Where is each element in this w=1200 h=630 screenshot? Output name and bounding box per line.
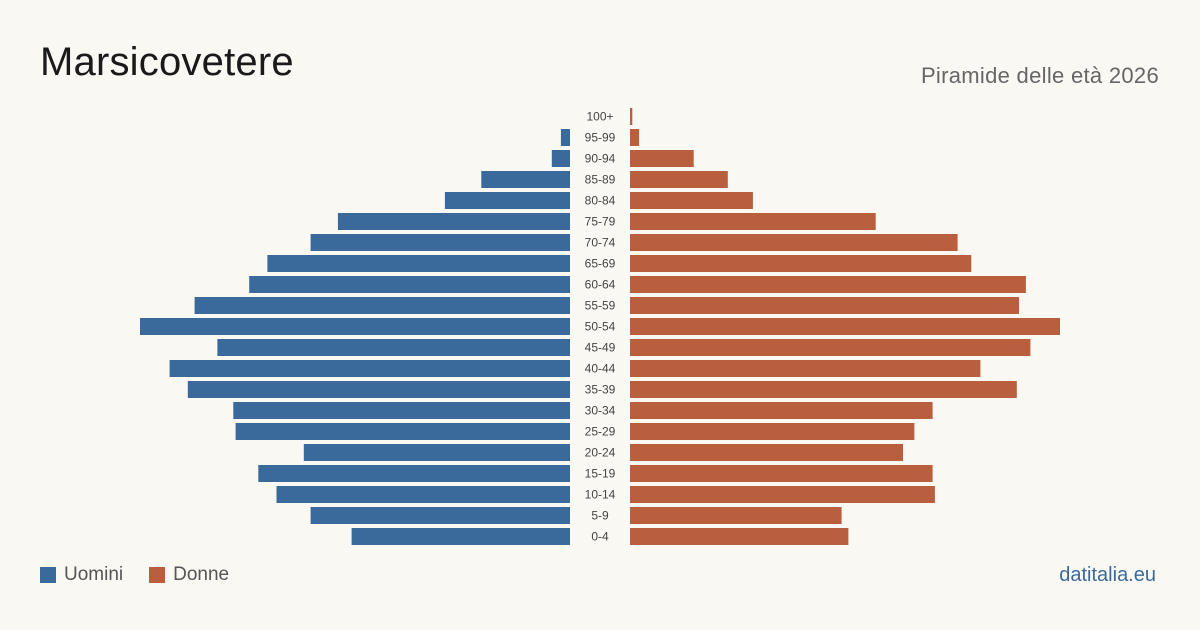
legend-label-male: Uomini — [64, 564, 124, 585]
legend-swatch-female — [149, 567, 166, 583]
page-title: Marsicovetere — [40, 40, 294, 84]
bar-female-10-14 — [630, 486, 935, 503]
bar-male-55-59 — [194, 297, 570, 314]
age-label-100plus: 100+ — [586, 110, 613, 124]
bar-female-35-39 — [630, 381, 1017, 398]
bar-male-45-49 — [217, 339, 570, 356]
age-label-5-9: 5-9 — [591, 509, 609, 523]
bar-female-20-24 — [630, 444, 903, 461]
bar-female-95-99 — [630, 129, 640, 146]
age-label-60-64: 60-64 — [585, 278, 616, 292]
bar-male-70-74 — [310, 234, 570, 251]
bar-male-75-79 — [337, 213, 570, 230]
age-label-80-84: 80-84 — [585, 194, 616, 208]
bar-male-60-64 — [249, 276, 570, 293]
bar-female-15-19 — [630, 465, 933, 482]
bar-male-40-44 — [169, 360, 570, 377]
age-label-75-79: 75-79 — [585, 215, 616, 229]
bar-male-95-99 — [560, 129, 570, 146]
legend-label-female: Donne — [173, 564, 230, 585]
bar-female-90-94 — [630, 150, 694, 167]
legend-item-male: Uomini — [40, 564, 123, 586]
bar-female-50-54 — [630, 318, 1060, 335]
chart-legend: Uomini Donne — [40, 564, 255, 586]
bar-female-75-79 — [630, 213, 876, 230]
bar-male-10-14 — [276, 486, 570, 503]
age-label-0-4: 0-4 — [591, 530, 609, 544]
chart-subtitle: Piramide delle età 2026 — [920, 63, 1159, 88]
bar-male-80-84 — [444, 192, 570, 209]
bar-male-50-54 — [140, 318, 570, 335]
bar-female-60-64 — [630, 276, 1026, 293]
bar-female-55-59 — [630, 297, 1019, 314]
age-label-50-54: 50-54 — [585, 320, 616, 334]
bar-female-100plus — [630, 108, 633, 125]
age-label-95-99: 95-99 — [585, 131, 616, 145]
bar-male-90-94 — [551, 150, 570, 167]
age-label-20-24: 20-24 — [585, 446, 616, 460]
age-label-65-69: 65-69 — [585, 257, 616, 271]
bar-female-0-4 — [630, 528, 849, 545]
bar-female-65-69 — [630, 255, 972, 272]
age-label-90-94: 90-94 — [585, 152, 616, 166]
site-link[interactable]: datitalia.eu — [1059, 564, 1156, 586]
age-label-85-89: 85-89 — [585, 173, 616, 187]
legend-swatch-male — [40, 567, 56, 583]
bar-male-30-34 — [233, 402, 571, 419]
bar-female-70-74 — [630, 234, 958, 251]
age-label-15-19: 15-19 — [585, 467, 616, 481]
age-label-35-39: 35-39 — [585, 383, 616, 397]
bar-female-85-89 — [630, 171, 728, 188]
bar-female-40-44 — [630, 360, 981, 377]
bar-male-5-9 — [310, 507, 570, 524]
bar-female-5-9 — [630, 507, 842, 524]
bar-female-45-49 — [630, 339, 1031, 356]
bar-male-25-29 — [235, 423, 570, 440]
bar-male-0-4 — [351, 528, 570, 545]
bar-female-30-34 — [630, 402, 933, 419]
age-label-70-74: 70-74 — [585, 236, 616, 250]
age-label-30-34: 30-34 — [585, 404, 616, 418]
legend-item-female: Donne — [149, 564, 229, 586]
bar-female-25-29 — [630, 423, 915, 440]
bar-male-20-24 — [303, 444, 570, 461]
age-label-25-29: 25-29 — [585, 425, 616, 439]
age-label-10-14: 10-14 — [585, 488, 616, 502]
age-label-45-49: 45-49 — [585, 341, 616, 355]
bar-male-15-19 — [258, 465, 570, 482]
bar-female-80-84 — [630, 192, 753, 209]
bar-male-35-39 — [187, 381, 571, 398]
age-label-40-44: 40-44 — [585, 362, 616, 376]
bar-male-65-69 — [267, 255, 570, 272]
age-label-55-59: 55-59 — [585, 299, 616, 313]
bar-male-85-89 — [481, 171, 570, 188]
